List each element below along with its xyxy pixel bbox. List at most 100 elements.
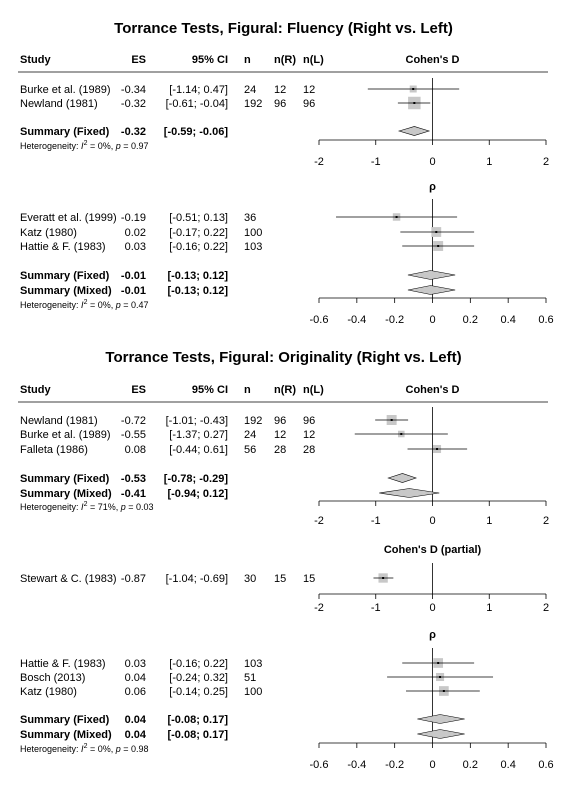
study-point xyxy=(413,102,415,104)
study-nr: 12 xyxy=(274,429,286,441)
summary-ci: [-0.08; 0.17] xyxy=(167,714,228,726)
study-nr: 15 xyxy=(274,573,286,585)
heterogeneity-part: = 0%, xyxy=(87,744,115,754)
summary-label: Summary (Fixed) xyxy=(20,270,110,282)
header-nr: n(R) xyxy=(274,54,296,66)
study-label: Burke et al. (1989) xyxy=(20,429,111,441)
study-nl: 96 xyxy=(303,98,315,110)
study-point xyxy=(439,676,441,678)
study-label: Katz (1980) xyxy=(20,686,77,698)
study-point xyxy=(382,577,384,579)
x-tick-label: -0.2 xyxy=(385,314,404,326)
study-es: -0.55 xyxy=(121,429,146,441)
study-ci: [-1.14; 0.47] xyxy=(169,84,228,96)
study-es: 0.03 xyxy=(125,658,146,670)
study-ci: [-1.37; 0.27] xyxy=(169,429,228,441)
summary-es: -0.01 xyxy=(121,270,146,282)
heterogeneity-part: = 0.97 xyxy=(121,141,149,151)
study-es: -0.87 xyxy=(121,573,146,585)
effect-axis-label: Cohen's D (partial) xyxy=(384,544,482,556)
x-tick-label: 0 xyxy=(429,314,435,326)
study-es: 0.04 xyxy=(125,672,146,684)
study-ci: [-1.04; -0.69] xyxy=(166,573,228,585)
header-es: ES xyxy=(131,384,146,396)
study-es: -0.72 xyxy=(121,415,146,427)
x-tick-label: -2 xyxy=(314,515,324,527)
study-label: Stewart & C. (1983) xyxy=(20,573,117,585)
study-label: Burke et al. (1989) xyxy=(20,84,111,96)
x-tick-label: 2 xyxy=(543,515,549,527)
x-tick-label: 0 xyxy=(429,759,435,771)
forest-panel: Study ES 95% CI n n(R) n(L) Cohen's D Burke et … xyxy=(18,54,549,168)
study-point xyxy=(412,88,414,90)
heterogeneity-text: Heterogeneity: I2 = 0%, p = 0.47 xyxy=(20,299,149,310)
study-ci: [-0.24; 0.32] xyxy=(169,672,228,684)
summary-label: Summary (Fixed) xyxy=(20,126,110,138)
study-ci: [-0.16; 0.22] xyxy=(169,241,228,253)
effect-axis-label: ρ xyxy=(429,629,436,641)
x-tick-label: 0 xyxy=(429,515,435,527)
summary-diamond xyxy=(408,286,455,295)
study-label: Falleta (1986) xyxy=(20,444,88,456)
study-point xyxy=(437,245,439,247)
study-nr: 28 xyxy=(274,444,286,456)
summary-es: -0.01 xyxy=(121,285,146,297)
study-point xyxy=(437,662,439,664)
study-es: 0.06 xyxy=(125,686,146,698)
x-tick-label: 1 xyxy=(486,156,492,168)
study-point xyxy=(391,419,393,421)
study-nr: 96 xyxy=(274,98,286,110)
study-es: 0.02 xyxy=(125,227,146,239)
summary-ci: [-0.08; 0.17] xyxy=(167,729,228,741)
heterogeneity-part: Heterogeneity: xyxy=(20,502,81,512)
study-label: Newland (1981) xyxy=(20,98,98,110)
x-tick-label: -1 xyxy=(371,515,381,527)
summary-label: Summary (Mixed) xyxy=(20,729,112,741)
x-tick-label: -0.2 xyxy=(385,759,404,771)
x-tick-label: 0 xyxy=(429,156,435,168)
header-nl: n(L) xyxy=(303,384,324,396)
heterogeneity-part: = 71%, xyxy=(87,502,120,512)
summary-ci: [-0.13; 0.12] xyxy=(167,285,228,297)
study-nl: 12 xyxy=(303,84,315,96)
heterogeneity-part: = 0.47 xyxy=(121,300,149,310)
summary-label: Summary (Mixed) xyxy=(20,488,112,500)
study-es: 0.08 xyxy=(125,444,146,456)
x-tick-label: 0.6 xyxy=(538,759,553,771)
x-tick-label: 0.2 xyxy=(463,314,478,326)
x-tick-label: 0.2 xyxy=(463,759,478,771)
header-study: Study xyxy=(20,384,51,396)
study-n: 56 xyxy=(244,444,256,456)
heterogeneity-text: Heterogeneity: I2 = 0%, p = 0.98 xyxy=(20,743,149,754)
heterogeneity-part: = 0.98 xyxy=(121,744,149,754)
summary-diamond xyxy=(388,474,416,483)
study-n: 100 xyxy=(244,686,262,698)
study-nr: 12 xyxy=(274,84,286,96)
study-label: Everatt et al. (1999) xyxy=(20,212,117,224)
x-tick-label: 1 xyxy=(486,515,492,527)
study-ci: [-0.51; 0.13] xyxy=(169,212,228,224)
forest-panel: ρEveratt et al. (1999) -0.19 [-0.51; 0.13]… xyxy=(20,181,554,326)
summary-es: -0.41 xyxy=(121,488,146,500)
x-tick-label: -1 xyxy=(371,156,381,168)
x-tick-label: -2 xyxy=(314,156,324,168)
study-point xyxy=(396,216,398,218)
effect-axis-label: Cohen's D xyxy=(406,384,460,396)
figure-title: Torrance Tests, Figural: Fluency (Right … xyxy=(114,20,453,37)
summary-es: -0.32 xyxy=(121,126,146,138)
study-ci: [-1.01; -0.43] xyxy=(166,415,228,427)
study-n: 103 xyxy=(244,241,262,253)
study-n: 192 xyxy=(244,98,262,110)
heterogeneity-part: = 0%, xyxy=(87,141,115,151)
heterogeneity-part: = 0.03 xyxy=(126,502,154,512)
heterogeneity-part: Heterogeneity: xyxy=(20,300,81,310)
effect-axis-label: ρ xyxy=(429,181,436,193)
study-point xyxy=(436,448,438,450)
summary-ci: [-0.13; 0.12] xyxy=(167,270,228,282)
header-nr: n(R) xyxy=(274,384,296,396)
summary-es: 0.04 xyxy=(125,729,147,741)
x-tick-label: 0.4 xyxy=(501,314,516,326)
forest-panel: Study ES 95% CI n n(R) n(L) Cohen's D Newland (… xyxy=(18,384,549,527)
study-label: Hattie & F. (1983) xyxy=(20,241,106,253)
study-es: -0.34 xyxy=(121,84,146,96)
